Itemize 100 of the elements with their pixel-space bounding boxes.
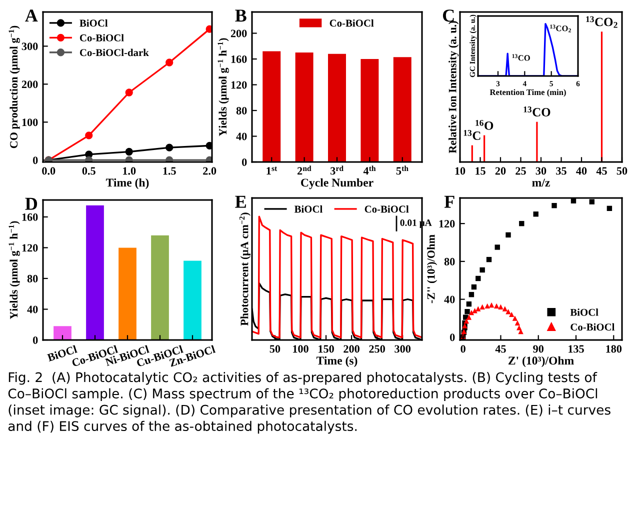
point <box>468 292 474 298</box>
point <box>606 206 612 212</box>
legend-label: Co-BiOCl <box>364 205 409 213</box>
x-axis-title: m/z <box>532 178 550 187</box>
text: B <box>235 10 246 22</box>
caption: Fig. 2 (A) Photocatalytic CO₂ activities of as-prepared photocatalysts. (B) Cycling tests of Co–BiOCl sample. (C) Mass spectrum of the ¹³CO₂ photoreduction products over Co–BiOCl (inset image: GC signal). (D) Comparative presentation of CO evolution rates. (E) i–t curves and (F) EIS curves of the as-obtained photocatalysts. <box>8 372 610 434</box>
bar <box>118 248 136 340</box>
x-axis-title: Retention Time (min) <box>490 89 566 97</box>
text: A <box>25 10 38 22</box>
y-tick-label: 200 <box>230 30 247 38</box>
point <box>589 199 594 204</box>
x-tick-label: 20 <box>495 167 506 175</box>
point <box>488 302 494 308</box>
bar <box>184 260 202 340</box>
point <box>519 220 524 226</box>
point <box>512 316 518 321</box>
point <box>502 306 508 312</box>
x-tick-label: 100 <box>293 345 308 353</box>
x-tick-label: 150 <box>318 345 334 353</box>
bar <box>86 205 104 340</box>
legend-label: Co-BiOCl-dark <box>80 48 149 56</box>
bar <box>328 54 346 162</box>
point <box>509 312 514 318</box>
point <box>125 88 133 96</box>
annotation: $^{13}$CO <box>524 106 550 116</box>
x-tick-label: 180 <box>606 345 622 353</box>
point <box>480 267 485 273</box>
bar <box>151 235 169 340</box>
bar <box>262 51 281 162</box>
x-tick-label: 45 <box>596 167 607 175</box>
point <box>85 132 93 140</box>
text: C <box>442 10 454 22</box>
x-tick-label: 0.5 <box>82 167 96 175</box>
y-tick-label: 40 <box>444 296 455 304</box>
point <box>494 303 500 309</box>
x-axis-title: Cycle Number <box>301 178 374 190</box>
legend-label: BiOCl <box>80 19 108 27</box>
point <box>464 309 470 314</box>
text: E <box>235 196 246 208</box>
y-tick-label: 40 <box>27 306 38 314</box>
y-axis-title: -Z'' (10³)/Ohm <box>427 234 438 304</box>
x-axis-title: Time (h) <box>106 178 149 190</box>
y-tick-label: 80 <box>444 258 455 266</box>
x-tick-label: 35 <box>556 167 566 175</box>
y-axis-title: Yields (μmol g$^{−1}$ h$^{−1}$) <box>8 221 20 320</box>
point <box>166 144 174 152</box>
x-tick-label: 10 <box>455 167 466 175</box>
point <box>166 58 174 66</box>
y-tick-label: 160 <box>231 55 247 63</box>
x-tick-label: 50 <box>270 345 280 353</box>
x-tick-label: 2.0 <box>203 167 216 175</box>
point <box>498 304 504 310</box>
point <box>466 301 472 307</box>
x-tick-label: 15 <box>476 167 486 175</box>
x-tick-label: 90 <box>533 345 544 353</box>
annotation: $^{13}$CO$_{2}$ <box>550 24 571 32</box>
annotation: $^{13}$CO$_{2}$ <box>586 16 618 28</box>
legend-label: Co-BiOCl <box>570 323 615 331</box>
legend-label: Co-BiOCl <box>330 19 374 27</box>
text: F <box>444 196 454 208</box>
point <box>476 276 481 282</box>
x-tick-label: 5$^{th}$ <box>396 166 408 175</box>
x-tick-label: 0.0 <box>42 167 56 175</box>
point <box>516 325 522 330</box>
point <box>472 308 478 314</box>
point <box>466 314 472 320</box>
bar <box>360 58 379 162</box>
legend-label: BiOCl <box>570 308 598 316</box>
point <box>486 256 492 262</box>
legend-label: Co-BiOCl <box>80 34 124 42</box>
y-axis-title: Yields (μmol g$^{−1}$ h$^{−1}$) <box>218 38 229 136</box>
annotation: $^{16}$O <box>476 120 494 130</box>
annotation: $^{13}$CO <box>512 54 530 61</box>
x-tick-label: 250 <box>369 345 385 353</box>
x-tick-label: 25 <box>516 167 526 175</box>
x-tick-label: 300 <box>394 345 411 353</box>
x-axis-title: Z' (10³)/Ohm <box>508 356 574 368</box>
point <box>552 202 557 208</box>
y-tick-label: 0 <box>450 334 455 342</box>
x-axis-title: Time (s) <box>316 356 358 368</box>
x-tick-label: 4$^{th}$ <box>363 166 376 175</box>
y-axis-title: Relative Ion Intensity (a. u.) <box>448 21 459 154</box>
y-tick-label: 80 <box>236 106 247 114</box>
x-tick-label: 1.0 <box>123 167 136 175</box>
x-tick-label: 50 <box>616 167 628 175</box>
x-tick-label: 0 <box>460 345 466 353</box>
point <box>480 304 485 310</box>
point <box>514 320 520 326</box>
y-tick-label: 100 <box>22 118 38 126</box>
x-tick-label: 45 <box>495 345 506 353</box>
y-tick-label: 300 <box>22 42 38 50</box>
x-tick-label: 200 <box>344 345 360 353</box>
y-tick-label: 80 <box>27 274 38 282</box>
x-tick-label: 40 <box>576 167 587 175</box>
point <box>506 309 511 314</box>
point <box>471 284 477 290</box>
annotation: $^{13}$C <box>464 130 480 140</box>
x-tick-label: 2$^{nd}$ <box>297 166 312 175</box>
point <box>494 244 500 250</box>
x-tick-label: 3$^{rd}$ <box>330 166 344 175</box>
